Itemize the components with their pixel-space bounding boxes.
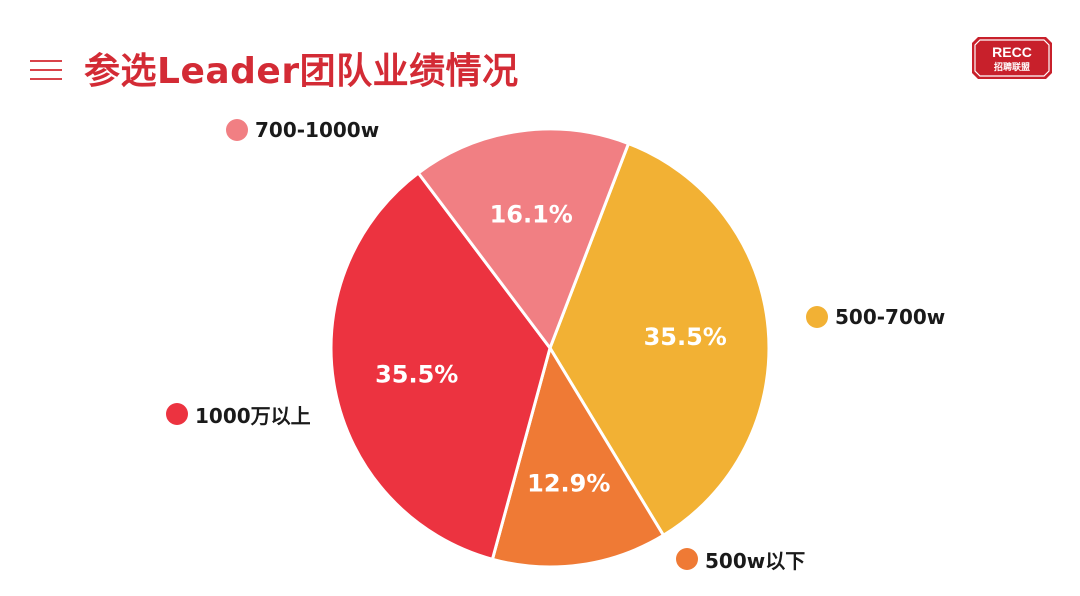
legend-item-500w-below: 500w以下 — [676, 545, 805, 573]
menu-icon[interactable] — [30, 58, 62, 82]
legend-swatch — [806, 306, 828, 328]
pct-label-500-700w: 35.5% — [644, 323, 727, 351]
pct-label-1000w-above: 35.5% — [375, 361, 458, 389]
legend-label: 500w以下 — [705, 548, 806, 573]
legend-item-1000w-above: 1000万以上 — [166, 400, 311, 428]
legend-item-500-700w: 500-700w — [806, 303, 945, 331]
legend-label: 1000万以上 — [195, 403, 311, 428]
pct-label-500w-below: 12.9% — [527, 470, 610, 498]
legend-swatch — [226, 119, 248, 141]
legend-label: 500-700w — [835, 305, 946, 329]
slice-700-1000w — [416, 127, 630, 350]
recc-logo: RECC 招聘联盟 — [972, 37, 1052, 79]
page-title: 参选Leader团队业绩情况 — [84, 51, 519, 92]
legend-item-700-1000w: 700-1000w — [226, 116, 379, 144]
logo-line-1: RECC — [992, 44, 1032, 60]
legend-swatch — [166, 403, 188, 425]
slice-1000w-above — [329, 171, 552, 561]
logo-line-2: 招聘联盟 — [994, 61, 1030, 73]
legend-swatch — [676, 548, 698, 570]
legend-label: 700-1000w — [255, 118, 380, 142]
pct-label-700-1000w: 16.1% — [490, 201, 573, 229]
